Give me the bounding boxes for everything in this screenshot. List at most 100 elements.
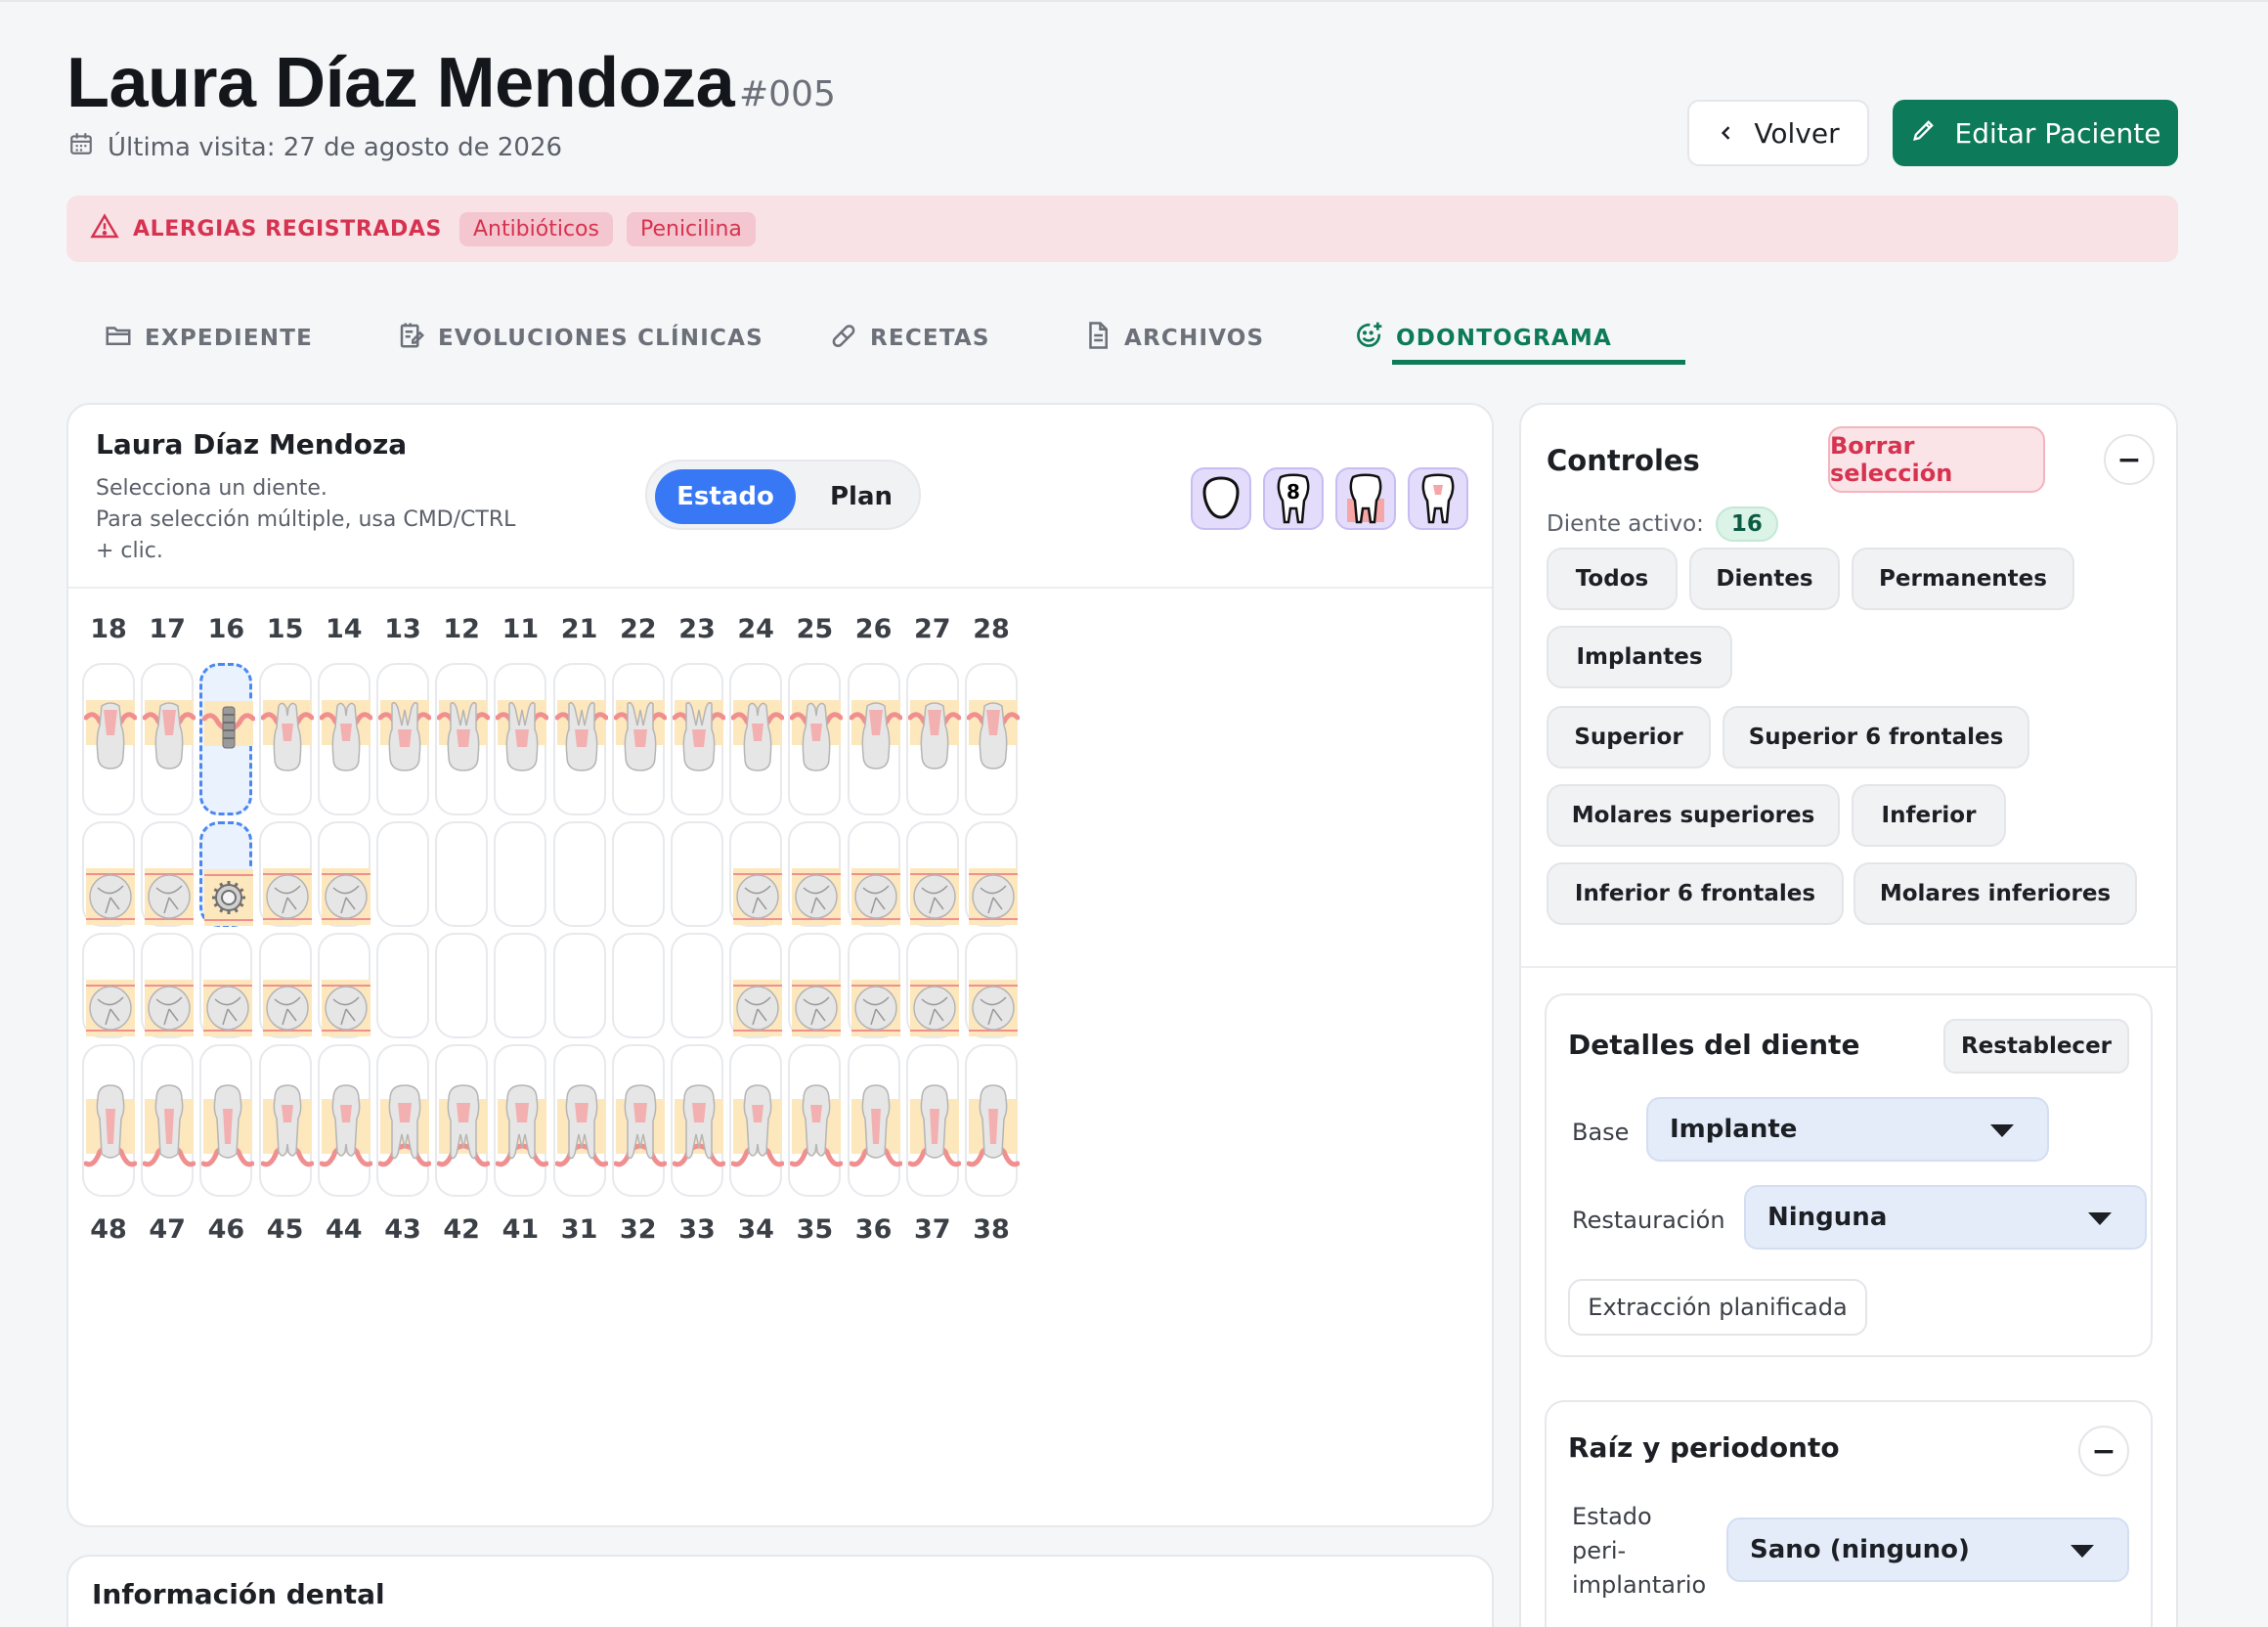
tooth-cell-32[interactable] xyxy=(611,1044,667,1197)
occlusal-cell-28[interactable] xyxy=(965,821,1018,927)
occlusal-cell-27[interactable] xyxy=(905,821,959,927)
occlusal-cell-44[interactable] xyxy=(317,933,371,1038)
tooth-cell-47[interactable] xyxy=(141,1044,196,1197)
occlusal-cell-34[interactable] xyxy=(729,933,783,1038)
mode-plan-button[interactable]: Plan xyxy=(829,482,894,511)
restoration-select[interactable]: Ninguna xyxy=(1744,1185,2147,1250)
tooth-cell-25[interactable] xyxy=(788,663,844,815)
base-select[interactable]: Implante xyxy=(1646,1097,2049,1162)
collapse-root-button[interactable]: − xyxy=(2078,1426,2129,1476)
occlusal-cell-45[interactable] xyxy=(258,933,312,1038)
occlusal-cell-36[interactable] xyxy=(847,933,900,1038)
occlusal-cell-11[interactable] xyxy=(494,821,547,927)
periimplant-select[interactable]: Sano (ninguno) xyxy=(1726,1517,2129,1582)
occlusal-cell-15[interactable] xyxy=(258,821,312,927)
blank-tooth-view-icon[interactable] xyxy=(1191,467,1251,530)
mode-estado-button[interactable]: Estado xyxy=(655,469,796,524)
tooth-cell-43[interactable] xyxy=(376,1044,431,1197)
tooth-cell-48[interactable] xyxy=(82,1044,137,1197)
occlusal-cell-21[interactable] xyxy=(552,821,606,927)
tooth-cell-22[interactable] xyxy=(611,663,667,815)
tooth-cell-33[interactable] xyxy=(671,1044,725,1197)
tooth-cell-28[interactable] xyxy=(965,663,1020,815)
tab-archivos[interactable]: ARCHIVOS xyxy=(1083,309,1264,368)
occlusal-cell-38[interactable] xyxy=(965,933,1018,1038)
occlusal-cell-35[interactable] xyxy=(788,933,842,1038)
calendar-icon xyxy=(68,131,94,163)
filter-inferior-6-frontales[interactable]: Inferior 6 frontales xyxy=(1547,862,1844,925)
occlusal-cell-17[interactable] xyxy=(141,821,195,927)
tooth-cell-13[interactable] xyxy=(376,663,431,815)
filter-molares-inferiores[interactable]: Molares inferiores xyxy=(1854,862,2137,925)
occlusal-cell-23[interactable] xyxy=(671,821,723,927)
occlusal-cell-43[interactable] xyxy=(376,933,429,1038)
tooth-cell-31[interactable] xyxy=(552,1044,608,1197)
occlusal-cell-22[interactable] xyxy=(611,821,665,927)
occlusal-cell-32[interactable] xyxy=(611,933,665,1038)
filter-todos[interactable]: Todos xyxy=(1547,548,1678,610)
filter-permanentes[interactable]: Permanentes xyxy=(1852,548,2074,610)
occlusal-cell-24[interactable] xyxy=(729,821,783,927)
occlusal-cell-46[interactable] xyxy=(199,933,253,1038)
tooth-number: 35 xyxy=(796,1214,834,1245)
occlusal-cell-12[interactable] xyxy=(435,821,489,927)
tooth-cell-21[interactable] xyxy=(552,663,608,815)
tooth-cell-27[interactable] xyxy=(905,663,961,815)
tooth-cell-45[interactable] xyxy=(258,1044,314,1197)
tooth-number: 32 xyxy=(620,1214,657,1245)
tooth-cell-24[interactable] xyxy=(729,663,785,815)
tooth-cell-15[interactable] xyxy=(258,663,314,815)
tooth-cell-12[interactable] xyxy=(435,663,491,815)
tab-expediente[interactable]: EXPEDIENTE xyxy=(104,309,313,368)
occlusal-cell-18[interactable] xyxy=(82,821,135,927)
root-tooth-view-icon[interactable] xyxy=(1408,467,1468,530)
occlusal-cell-31[interactable] xyxy=(552,933,606,1038)
collapse-controls-button[interactable]: − xyxy=(2104,434,2155,485)
tooth-cell-14[interactable] xyxy=(317,663,372,815)
occlusal-cell-41[interactable] xyxy=(494,933,547,1038)
edit-patient-button[interactable]: Editar Paciente xyxy=(1893,100,2178,166)
tooth-cell-16[interactable] xyxy=(199,663,256,815)
tooth-cell-18[interactable] xyxy=(82,663,137,815)
filter-molares-superiores[interactable]: Molares superiores xyxy=(1547,784,1840,847)
occlusal-cell-33[interactable] xyxy=(671,933,723,1038)
tooth-cell-17[interactable] xyxy=(141,663,196,815)
allergy-title: ALERGIAS REGISTRADAS xyxy=(133,216,442,242)
tooth-cell-41[interactable] xyxy=(494,1044,549,1197)
occlusal-cell-16[interactable] xyxy=(199,821,254,927)
tooth-cell-26[interactable] xyxy=(847,663,902,815)
gum-tooth-view-icon[interactable] xyxy=(1335,467,1396,530)
tooth-cell-34[interactable] xyxy=(729,1044,785,1197)
filter-inferior[interactable]: Inferior xyxy=(1852,784,2006,847)
tooth-number: 11 xyxy=(502,614,540,644)
reset-button[interactable]: Restablecer xyxy=(1943,1019,2129,1074)
filter-implantes[interactable]: Implantes xyxy=(1547,626,1732,688)
tooth-cell-37[interactable] xyxy=(905,1044,961,1197)
tooth-cell-46[interactable] xyxy=(199,1044,255,1197)
occlusal-cell-47[interactable] xyxy=(141,933,195,1038)
occlusal-cell-42[interactable] xyxy=(435,933,489,1038)
tooth-cell-23[interactable] xyxy=(671,663,725,815)
occlusal-cell-26[interactable] xyxy=(847,821,900,927)
filter-dientes[interactable]: Dientes xyxy=(1689,548,1840,610)
tooth-cell-42[interactable] xyxy=(435,1044,491,1197)
tooth-cell-44[interactable] xyxy=(317,1044,372,1197)
tooth-cell-11[interactable] xyxy=(494,663,549,815)
occlusal-cell-13[interactable] xyxy=(376,821,429,927)
tab-evoluciones[interactable]: EVOLUCIONES CLÍNICAS xyxy=(397,309,763,368)
occlusal-cell-25[interactable] xyxy=(788,821,842,927)
tab-recetas[interactable]: RECETAS xyxy=(829,309,990,368)
occlusal-cell-14[interactable] xyxy=(317,821,371,927)
planned-extraction-button[interactable]: Extracción planificada xyxy=(1568,1279,1867,1336)
clear-selection-button[interactable]: Borrar selección xyxy=(1828,426,2045,493)
occlusal-cell-37[interactable] xyxy=(905,933,959,1038)
tab-odontograma[interactable]: ODONTOGRAMA xyxy=(1353,309,1612,368)
filter-superior-6-frontales[interactable]: Superior 6 frontales xyxy=(1723,706,2029,769)
back-button[interactable]: Volver xyxy=(1687,100,1869,166)
tooth-cell-36[interactable] xyxy=(847,1044,902,1197)
tooth-cell-38[interactable] xyxy=(965,1044,1020,1197)
filter-superior[interactable]: Superior xyxy=(1547,706,1711,769)
numbered-tooth-view-icon[interactable]: 8 xyxy=(1263,467,1324,530)
occlusal-cell-48[interactable] xyxy=(82,933,135,1038)
tooth-cell-35[interactable] xyxy=(788,1044,844,1197)
